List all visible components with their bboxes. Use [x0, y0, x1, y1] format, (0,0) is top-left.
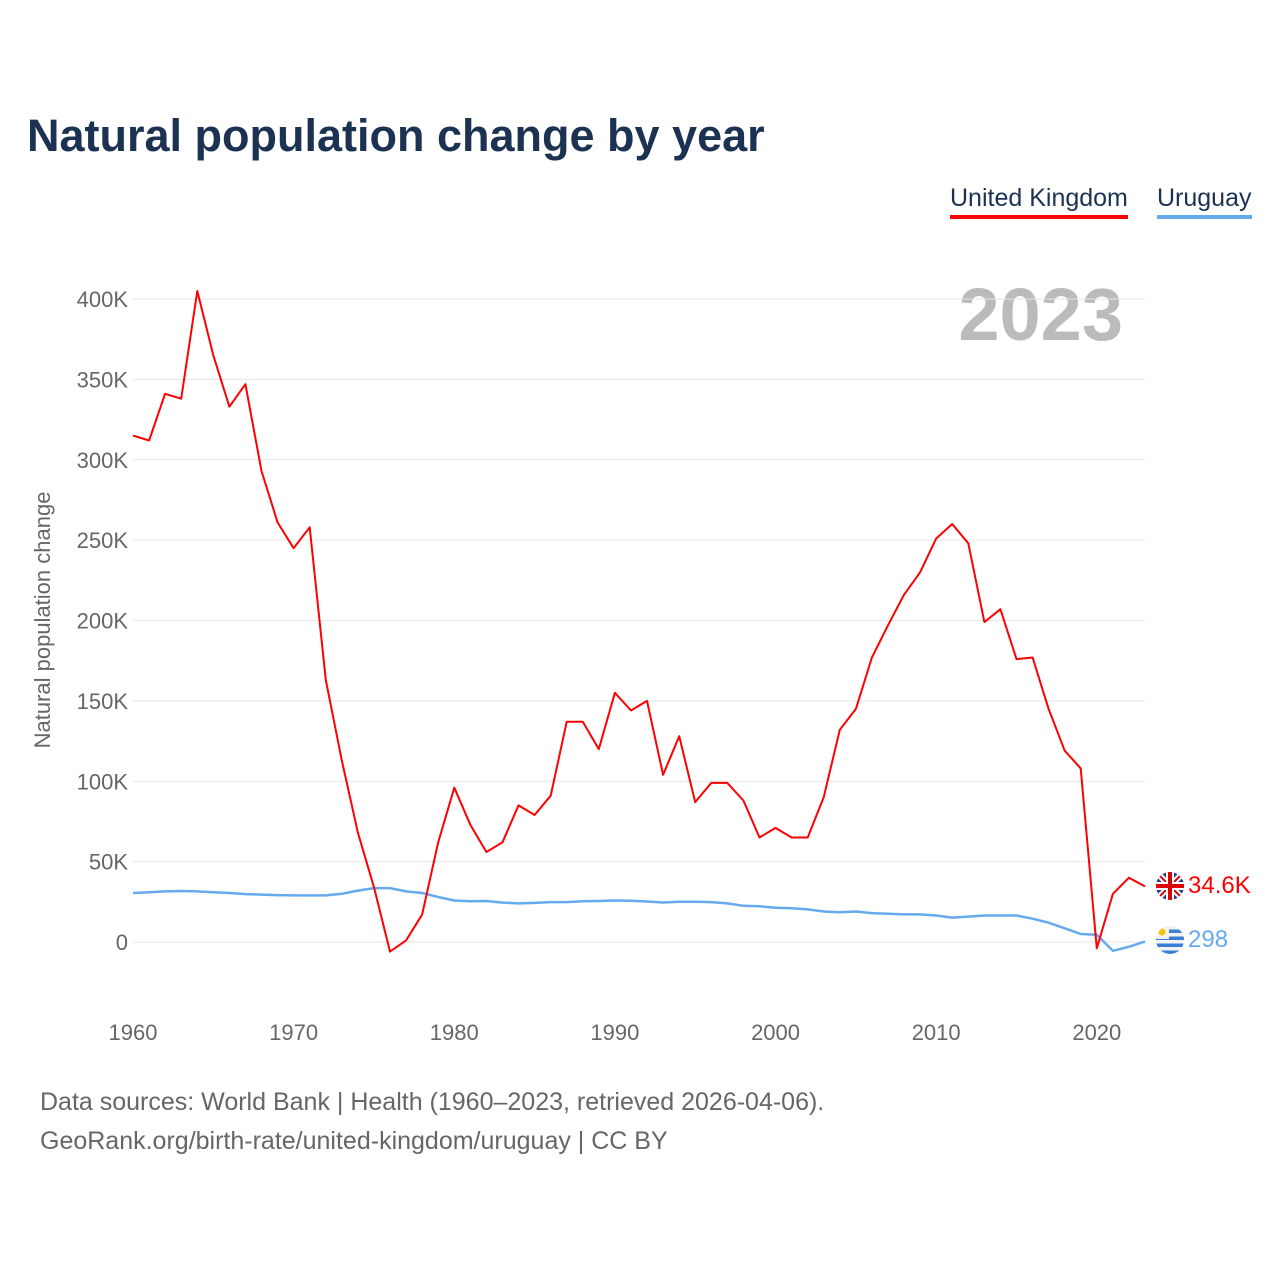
y-axis-label: Natural population change [30, 492, 55, 749]
y-tick-label: 300K [77, 448, 129, 473]
end-label-uruguay: 298 [1188, 926, 1228, 953]
y-tick-label: 0 [116, 930, 128, 955]
x-tick-label: 2010 [912, 1020, 961, 1045]
x-tick-label: 1990 [590, 1020, 639, 1045]
y-tick-label: 350K [77, 367, 129, 392]
y-tick-label: 100K [77, 769, 129, 794]
y-tick-label: 200K [77, 609, 129, 634]
source-link[interactable]: GeoRank.org/birth-rate/united-kingdom/ur… [40, 1127, 668, 1155]
y-tick-label: 250K [77, 528, 129, 553]
uruguay-flag-icon [1156, 926, 1184, 954]
chart-title: Natural population change by year [27, 110, 765, 161]
data-sources: Data sources: World Bank | Health (1960–… [40, 1088, 825, 1116]
year-watermark: 2023 [958, 273, 1123, 356]
legend-uruguay[interactable]: Uruguay [1157, 184, 1252, 219]
x-tick-label: 1960 [109, 1020, 158, 1045]
y-tick-label: 50K [89, 850, 128, 875]
end-label-united-kingdom: 34.6K [1188, 872, 1251, 899]
y-tick-label: 400K [77, 287, 129, 312]
legend-united-kingdom[interactable]: United Kingdom [950, 184, 1128, 219]
x-tick-label: 1970 [269, 1020, 318, 1045]
x-tick-label: 2020 [1072, 1020, 1121, 1045]
y-tick-label: 150K [77, 689, 129, 714]
series-line-united-kingdom [132, 290, 1146, 953]
x-tick-label: 2000 [751, 1020, 800, 1045]
x-tick-label: 1980 [430, 1020, 479, 1045]
uk-flag-icon [1156, 872, 1184, 900]
series-line-uruguay [132, 886, 1146, 953]
